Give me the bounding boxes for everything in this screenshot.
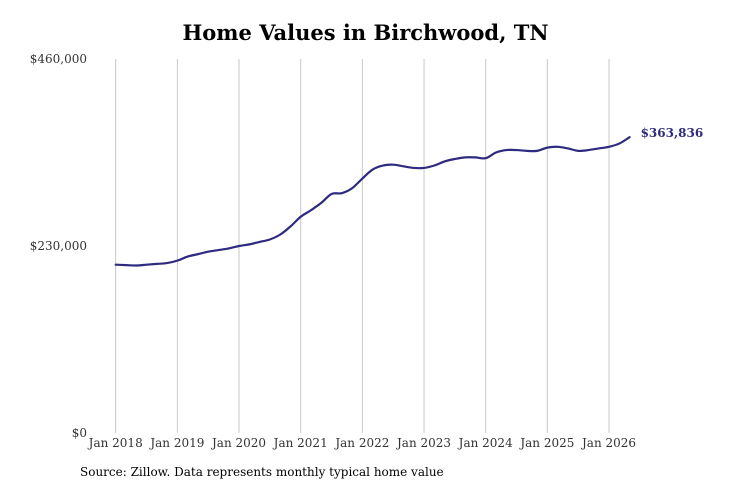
- chart-title: Home Values in Birchwood, TN: [182, 20, 549, 45]
- x-tick-label: Jan 2020: [210, 436, 266, 450]
- x-tick-label: Jan 2026: [580, 436, 636, 450]
- y-tick-label: $230,000: [30, 239, 87, 253]
- end-value-label: $363,836: [641, 126, 704, 140]
- x-tick-label: Jan 2019: [148, 436, 204, 450]
- y-axis-ticks: $0 $230,000 $460,000: [30, 52, 87, 440]
- x-tick-label: Jan 2025: [518, 436, 574, 450]
- source-note: Source: Zillow. Data represents monthly …: [80, 465, 444, 479]
- gridlines: [115, 59, 610, 433]
- x-tick-label: Jan 2021: [272, 436, 328, 450]
- x-tick-label: Jan 2018: [87, 436, 143, 450]
- data-labels: $363,836: [641, 126, 704, 140]
- x-tick-label: Jan 2023: [395, 436, 451, 450]
- y-tick-label: $0: [72, 426, 87, 440]
- x-tick-label: Jan 2024: [457, 436, 513, 450]
- series-line: [114, 136, 631, 267]
- y-tick-label: $460,000: [30, 52, 87, 66]
- series-layer: [114, 136, 631, 267]
- x-axis-ticks: Jan 2018 Jan 2019 Jan 2020 Jan 2021 Jan 2022…: [87, 436, 636, 450]
- x-tick-label: Jan 2022: [333, 436, 389, 450]
